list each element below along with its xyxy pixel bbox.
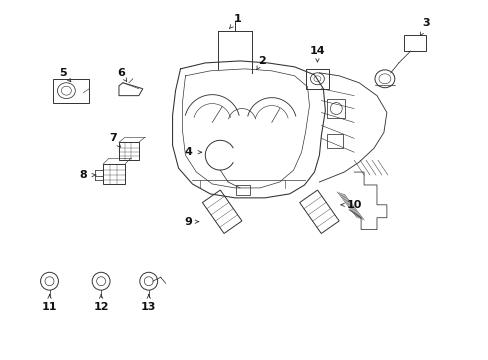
- Text: 9: 9: [184, 217, 192, 227]
- Bar: [119, 142, 139, 160]
- Bar: [403, 35, 425, 51]
- Bar: [326, 99, 345, 118]
- Bar: [53, 79, 89, 103]
- Text: 4: 4: [184, 147, 192, 157]
- Text: 14: 14: [309, 46, 325, 56]
- Text: 3: 3: [422, 18, 429, 28]
- Text: 10: 10: [346, 200, 361, 210]
- Text: 2: 2: [258, 56, 265, 66]
- Text: 6: 6: [117, 68, 124, 78]
- Bar: [305, 69, 328, 89]
- Text: 12: 12: [93, 302, 109, 312]
- Bar: [236, 185, 249, 195]
- Text: 11: 11: [41, 302, 57, 312]
- Text: 8: 8: [79, 170, 87, 180]
- Bar: [103, 164, 124, 184]
- Text: 13: 13: [141, 302, 156, 312]
- Text: 5: 5: [60, 68, 67, 78]
- Text: 7: 7: [109, 133, 117, 143]
- Bar: [326, 134, 343, 148]
- Text: 1: 1: [234, 14, 242, 24]
